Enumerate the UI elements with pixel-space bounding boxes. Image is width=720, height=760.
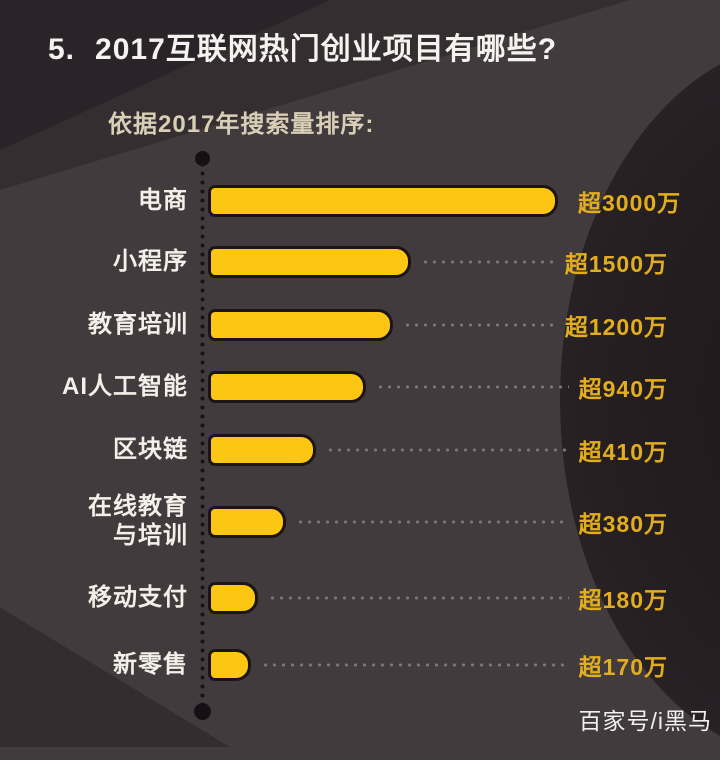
category-label: 区块链 — [113, 435, 188, 463]
bar — [208, 506, 286, 538]
bar-chart: 电商 超3000万小程序 超1500万教育培训 超1200万 AI人工智能 超940万区块… — [0, 172, 720, 696]
dotted-leader-line — [261, 663, 569, 667]
dotted-leader-line — [403, 323, 555, 327]
chart-row: 小程序 超1500万 — [0, 230, 720, 294]
value-label: 超1500万 — [564, 251, 668, 277]
value-label: 超380万 — [578, 511, 668, 537]
category-label: AI人工智能 — [62, 372, 188, 400]
chart-row: 移动支付 超180万 — [0, 562, 720, 634]
chart-row: 新零售 超170万 — [0, 634, 720, 696]
bar — [208, 582, 258, 614]
value-label: 超3000万 — [578, 190, 682, 216]
chart-row: 在线教育 与培训 超380万 — [0, 482, 720, 562]
bar — [208, 649, 251, 681]
category-label: 在线教育 与培训 — [88, 493, 188, 549]
axis-top-dot — [195, 151, 210, 166]
axis-bottom-dot — [194, 703, 211, 720]
axis-dotted-line — [200, 160, 205, 708]
category-label: 移动支付 — [88, 583, 188, 611]
dotted-leader-line — [296, 520, 569, 524]
question-number: 5. — [48, 33, 76, 66]
bar-track: 超3000万 — [208, 184, 681, 218]
value-label: 超940万 — [578, 376, 668, 402]
bar-track: 超1500万 — [208, 245, 668, 279]
bar — [208, 309, 393, 341]
question-title-text: 2017互联网热门创业项目有哪些? — [95, 33, 558, 66]
bar-track: 超940万 — [208, 370, 668, 404]
category-label: 电商 — [138, 186, 188, 214]
watermark: 百家号/i黑马 — [578, 708, 712, 734]
dotted-leader-line — [326, 448, 569, 452]
chart-row: AI人工智能 超940万 — [0, 356, 720, 418]
dotted-leader-line — [421, 260, 555, 264]
value-label: 超170万 — [578, 654, 668, 680]
bar-track: 超170万 — [208, 648, 668, 682]
chart-subtitle: 依据2017年搜索量排序: — [108, 111, 375, 138]
bar — [208, 434, 316, 466]
value-label: 超1200万 — [564, 314, 668, 340]
chart-row: 区块链 超410万 — [0, 418, 720, 482]
category-label: 教育培训 — [88, 310, 188, 338]
bar-track: 超380万 — [208, 505, 668, 539]
value-label: 超410万 — [578, 439, 668, 465]
bar — [208, 185, 558, 217]
value-label: 超180万 — [578, 587, 668, 613]
page-title: 5. 2017互联网热门创业项目有哪些? — [48, 24, 688, 68]
dotted-leader-line — [268, 596, 569, 600]
chart-row: 教育培训 超1200万 — [0, 294, 720, 356]
chart-row: 电商 超3000万 — [0, 172, 720, 230]
bar — [208, 371, 366, 403]
dotted-leader-line — [376, 385, 569, 389]
bar — [208, 246, 411, 278]
bar-track: 超180万 — [208, 581, 668, 615]
bar-track: 超410万 — [208, 433, 668, 467]
category-label: 小程序 — [113, 247, 188, 275]
bar-track: 超1200万 — [208, 308, 668, 342]
category-label: 新零售 — [113, 650, 188, 678]
